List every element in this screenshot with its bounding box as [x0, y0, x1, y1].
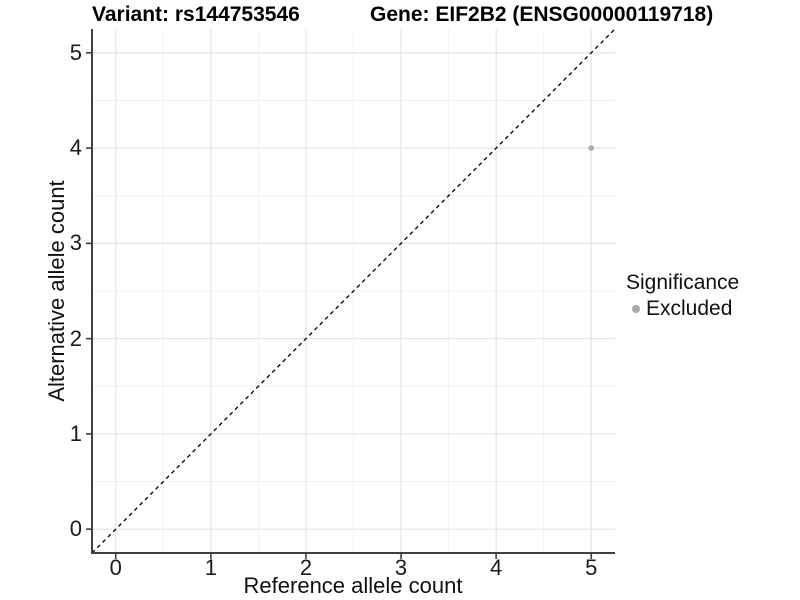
x-tick-label: 5	[585, 555, 598, 580]
x-tick-label: 0	[109, 555, 122, 580]
y-tick-label: 2	[69, 325, 82, 351]
legend-point-icon	[632, 305, 640, 313]
identity-dashed-line	[91, 28, 616, 554]
legend-title: Significance	[626, 271, 740, 294]
legend-item: Excluded	[626, 297, 739, 321]
legend-label: Excluded	[646, 297, 733, 320]
y-tick-label: 3	[69, 230, 82, 256]
legend: Significance Excluded	[626, 271, 739, 321]
x-tick-label: 3	[394, 555, 408, 580]
legend-items: Excluded	[626, 297, 739, 321]
plot-title-gene: Gene: EIF2B2 (ENSG00000119718)	[370, 3, 714, 26]
y-axis-title: Alternative allele count	[44, 180, 69, 402]
y-tick-label: 0	[69, 516, 82, 542]
y-tick-label: 4	[69, 135, 82, 161]
y-tick-label: 5	[69, 39, 82, 65]
data-point	[588, 145, 595, 151]
x-tick-label: 2	[299, 555, 313, 580]
x-tick-label: 4	[490, 555, 503, 580]
x-axis-title: Reference allele count	[243, 573, 463, 598]
y-tick-label: 1	[69, 420, 82, 446]
plot-title-variant: Variant: rs144753546	[92, 3, 300, 26]
x-tick-label: 1	[204, 555, 217, 580]
